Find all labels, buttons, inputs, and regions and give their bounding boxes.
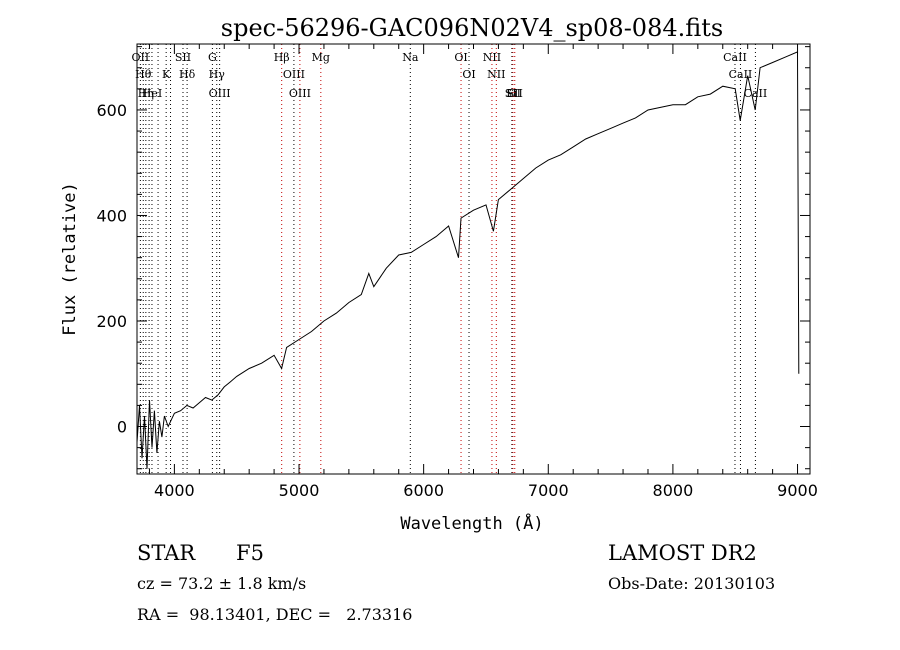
object-class: STAR — [137, 541, 196, 565]
line-label-26-0: CaII — [729, 68, 753, 81]
line-label-11-0: Hγ — [209, 68, 226, 81]
observation-date: Obs-Date: 20130103 — [608, 574, 776, 593]
line-label-24-0: SII — [507, 87, 523, 100]
line-label-20-0: NII — [483, 51, 501, 64]
y-axis: 0 200 400 600 — [96, 46, 810, 470]
line-label-19-0: OI — [462, 68, 475, 81]
line-label-0-0: OII — [132, 51, 150, 64]
x-tick-label-6000: 6000 — [403, 481, 444, 500]
line-label-13-0: Hβ — [274, 51, 290, 64]
plot-frame — [136, 43, 811, 475]
line-label-21-0: NII — [487, 68, 505, 81]
y-tick-label-600: 600 — [96, 101, 127, 120]
line-label-18-0: OI — [454, 51, 467, 64]
x-tick-label-9000: 9000 — [777, 481, 818, 500]
y-tick-label-200: 200 — [96, 312, 127, 331]
spectrum-series — [136, 51, 800, 469]
line-label-12-0: OIII — [209, 87, 231, 100]
line-label-23-0: SII — [505, 87, 521, 100]
line-label-27-0: CaII — [744, 87, 768, 100]
series-line-flux — [136, 51, 800, 469]
sky-coordinates: RA = 98.13401, DEC = 2.73316 — [137, 605, 413, 624]
line-label-14-0: OIII — [283, 68, 305, 81]
line-label-9-0: Hδ — [179, 68, 196, 81]
x-tick-label-7000: 7000 — [528, 481, 569, 500]
x-tick-label-8000: 8000 — [653, 481, 694, 500]
line-label-6-0: K — [162, 68, 171, 81]
object-subclass: F5 — [236, 541, 264, 565]
y-axis-label: Flux (relative) — [60, 182, 80, 336]
line-label-17-0: Na — [402, 51, 419, 64]
y-tick-label-0: 0 — [117, 418, 127, 437]
line-label-10-0: G — [208, 51, 217, 64]
survey-label: LAMOST DR2 — [608, 541, 757, 565]
redshift-velocity: cz = 73.2 ± 1.8 km/s — [137, 574, 307, 593]
line-label-1-0: Hθ — [135, 68, 152, 81]
line-label-8-0: SII — [175, 51, 191, 64]
chart-title: spec-56296-GAC096N02V4_sp08-084.fits — [221, 14, 723, 42]
x-tick-label-4000: 4000 — [154, 481, 195, 500]
x-axis-label: Wavelength (Å) — [400, 512, 543, 534]
x-tick-label-5000: 5000 — [279, 481, 320, 500]
line-label-22-0: Li — [506, 87, 517, 100]
line-label-15-0: OIII — [289, 87, 311, 100]
line-label-16-0: Mg — [312, 51, 330, 64]
line-label-25-0: CaII — [723, 51, 747, 64]
line-label-4-0: HeI — [142, 87, 162, 100]
x-axis: 4000 5000 6000 7000 8000 9000 — [148, 44, 818, 500]
line-label-2-0: Hη — [138, 87, 154, 100]
y-tick-label-400: 400 — [96, 206, 127, 225]
